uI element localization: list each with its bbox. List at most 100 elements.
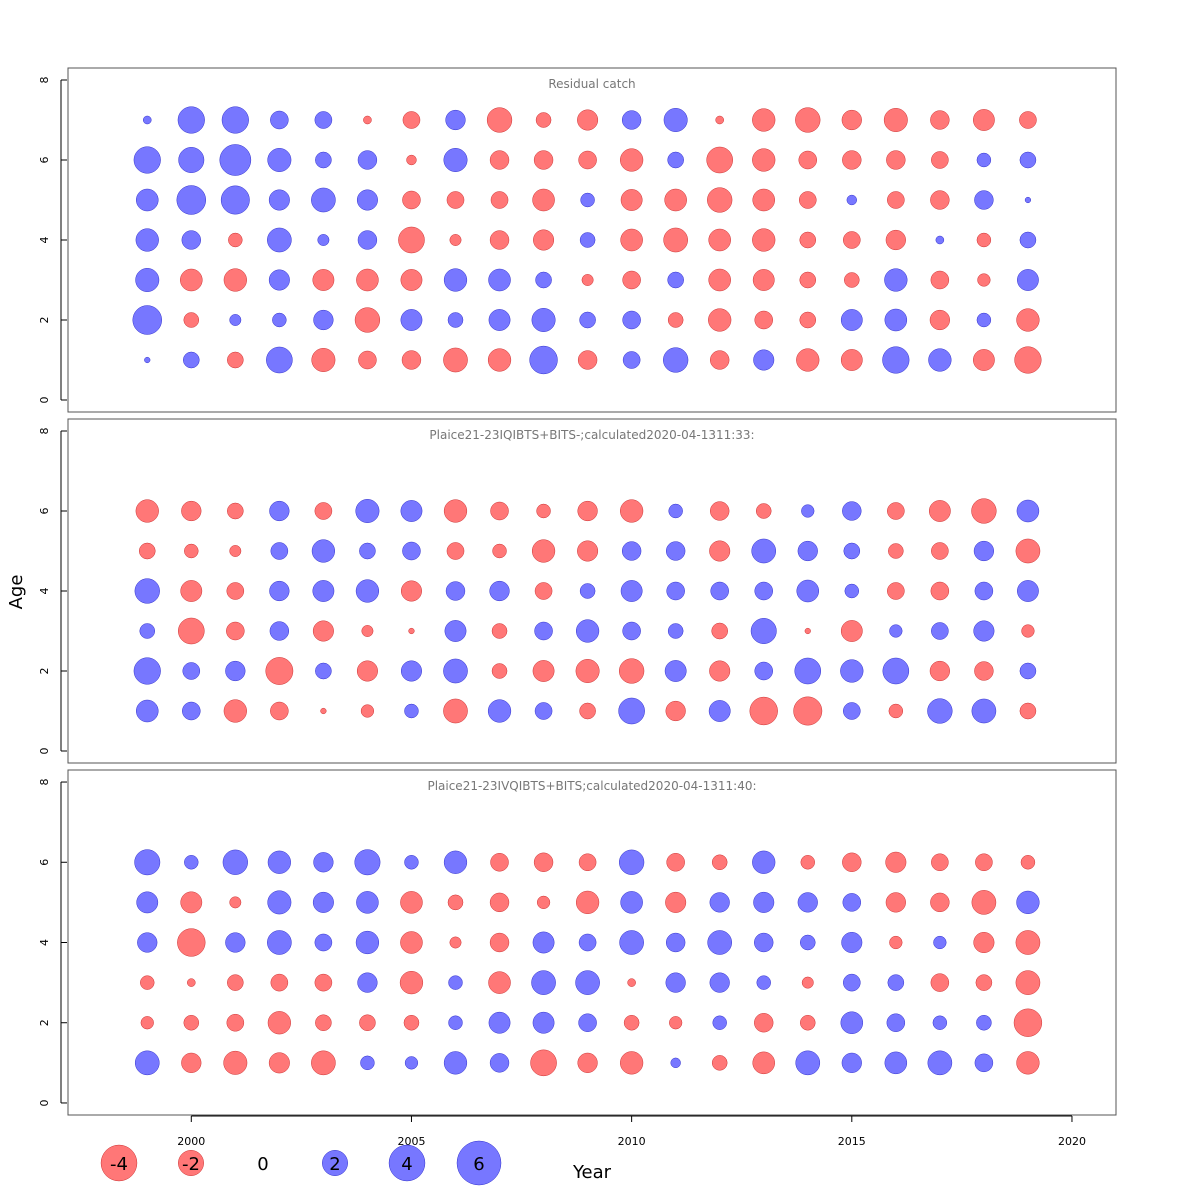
- residual-bubble: [928, 348, 952, 372]
- residual-bubble: [135, 228, 159, 252]
- panel-frame: [67, 67, 1117, 413]
- residual-bubble: [709, 972, 730, 993]
- y-tick-label: 4: [38, 588, 51, 595]
- residual-bubble: [183, 312, 200, 328]
- legend-label: 6: [473, 1154, 484, 1175]
- residual-bubble: [531, 539, 556, 563]
- residual-bubble: [843, 973, 861, 992]
- residual-bubble: [222, 849, 248, 875]
- x-axis-title: Year: [572, 1162, 612, 1183]
- residual-bubble: [536, 895, 551, 909]
- residual-bubble: [622, 270, 641, 290]
- residual-bubble: [402, 111, 421, 129]
- residual-bubble: [270, 701, 289, 721]
- residual-bubble: [578, 150, 597, 170]
- residual-bubble: [756, 975, 771, 990]
- residual-bubble: [447, 894, 464, 911]
- residual-bubble: [974, 581, 994, 601]
- residual-bubble: [139, 623, 156, 639]
- residual-bubble: [402, 190, 421, 210]
- residual-bubble: [265, 657, 294, 685]
- residual-bubble: [928, 500, 951, 522]
- residual-bubble: [620, 228, 643, 252]
- residual-bubble: [930, 110, 950, 130]
- residual-bubble: [1019, 231, 1037, 249]
- size-legend: -4 -2 0 2 4 6: [100, 1140, 502, 1186]
- residual-bubble: [313, 852, 334, 873]
- residual-bubble: [579, 583, 596, 599]
- residual-bubble: [710, 581, 729, 601]
- residual-bubble: [973, 620, 995, 642]
- residual-bubble: [663, 227, 688, 253]
- residual-bubble: [137, 932, 158, 953]
- residual-bubble: [622, 310, 641, 330]
- residual-bubble: [133, 146, 161, 174]
- residual-bubble: [187, 978, 196, 987]
- residual-bubble: [406, 154, 417, 166]
- residual-bubble: [575, 970, 600, 995]
- residual-bubble: [357, 972, 378, 993]
- residual-bubble: [708, 228, 731, 252]
- residual-bubble: [976, 152, 992, 168]
- residual-bubble: [752, 269, 775, 291]
- residual-bubble: [403, 1014, 420, 1031]
- y-tick-label: 2: [38, 1019, 51, 1026]
- residual-bubble: [225, 660, 246, 682]
- residual-bubble: [1015, 930, 1041, 955]
- residual-bubble: [752, 148, 776, 172]
- residual-bubble: [622, 351, 641, 369]
- residual-bubble: [889, 935, 903, 950]
- residual-bubble: [884, 268, 908, 292]
- residual-bubble: [1016, 308, 1040, 332]
- residual-bubble: [841, 932, 863, 953]
- residual-bubble: [312, 891, 334, 913]
- residual-bubble: [749, 696, 778, 726]
- residual-bubble: [888, 543, 904, 559]
- residual-bubble: [532, 660, 555, 682]
- residual-bubble: [930, 581, 950, 601]
- x-tick-label: 2020: [1058, 1135, 1086, 1148]
- residual-bubble: [447, 312, 464, 328]
- residual-bubble: [1020, 855, 1036, 870]
- residual-bubble: [178, 617, 205, 645]
- residual-bubble: [359, 1014, 376, 1032]
- residual-bubble: [887, 191, 905, 209]
- residual-bubble: [266, 346, 293, 374]
- residual-bubble: [315, 1014, 332, 1032]
- residual-bubble: [142, 115, 152, 125]
- y-tick-label: 0: [38, 748, 51, 755]
- residual-bubble: [665, 932, 686, 953]
- residual-bubble: [534, 621, 553, 641]
- y-tick-label: 2: [38, 668, 51, 675]
- residual-bubble: [887, 974, 905, 991]
- residual-bubble: [400, 931, 423, 954]
- residual-bubble: [535, 271, 552, 289]
- residual-bubble: [223, 1050, 248, 1075]
- residual-bubble: [796, 579, 820, 603]
- residual-bubble: [667, 271, 684, 289]
- residual-bubble: [357, 230, 378, 250]
- legend-item: 0: [257, 1154, 268, 1175]
- residual-bubble: [355, 499, 380, 523]
- residual-bubble: [356, 268, 379, 292]
- residual-bubble: [136, 699, 159, 723]
- residual-bubble: [225, 932, 246, 953]
- residual-bubble: [489, 932, 510, 953]
- residual-bubble: [267, 850, 291, 874]
- residual-bubble: [400, 660, 422, 682]
- residual-bubble: [840, 659, 864, 683]
- residual-bubble: [180, 891, 203, 914]
- residual-bubble: [354, 849, 381, 876]
- residual-bubble: [975, 974, 993, 991]
- residual-bubble: [184, 543, 199, 559]
- legend-item: 4: [388, 1144, 426, 1182]
- residual-bubble: [398, 226, 425, 254]
- legend-label: -2: [182, 1154, 200, 1175]
- residual-bubble: [752, 108, 776, 132]
- residual-bubble: [708, 268, 731, 292]
- residual-bubble: [707, 187, 733, 213]
- legend-bubble: [100, 1144, 138, 1182]
- residual-bubble: [312, 269, 335, 291]
- residual-bubble: [270, 973, 289, 992]
- residual-bubble: [801, 976, 814, 989]
